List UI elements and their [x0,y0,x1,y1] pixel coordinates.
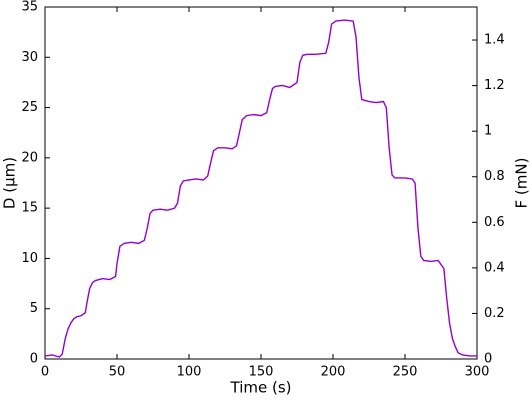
y2-tick-label: 0.2 [484,306,505,321]
x-tick-label: 100 [177,365,202,380]
y2-axis-title: F (mN) [513,158,531,209]
y2-tick-label: 1 [484,124,492,139]
y-axis-title: D (μm) [1,157,19,209]
plot-frame [44,6,478,360]
y2-tick-label: 1.2 [484,78,505,93]
x-tick-label: 300 [465,365,490,380]
x-axis-title: Time (s) [230,379,292,397]
data-line [44,19,477,358]
y2-tick-label: 0 [484,352,492,367]
x-tick-label: 150 [249,365,274,380]
y-tick-label: 25 [21,100,38,115]
x-tick-label: 200 [321,365,346,380]
y2-tick-label: 0.4 [484,260,505,275]
y2-tick-label: 0.6 [484,215,505,230]
y-tick-label: 10 [21,251,38,266]
y2-tick-label: 1.4 [484,33,505,48]
y-tick-label: 0 [30,352,38,367]
y2-tick-label: 0.8 [484,169,505,184]
y-tick-label: 30 [21,50,38,65]
x-tick-label: 0 [41,365,49,380]
y-tick-label: 5 [30,301,38,316]
y-tick-label: 35 [21,0,38,15]
y-tick-label: 15 [21,201,38,216]
x-tick-label: 250 [393,365,418,380]
x-tick-label: 50 [109,365,126,380]
y-tick-label: 20 [21,150,38,165]
